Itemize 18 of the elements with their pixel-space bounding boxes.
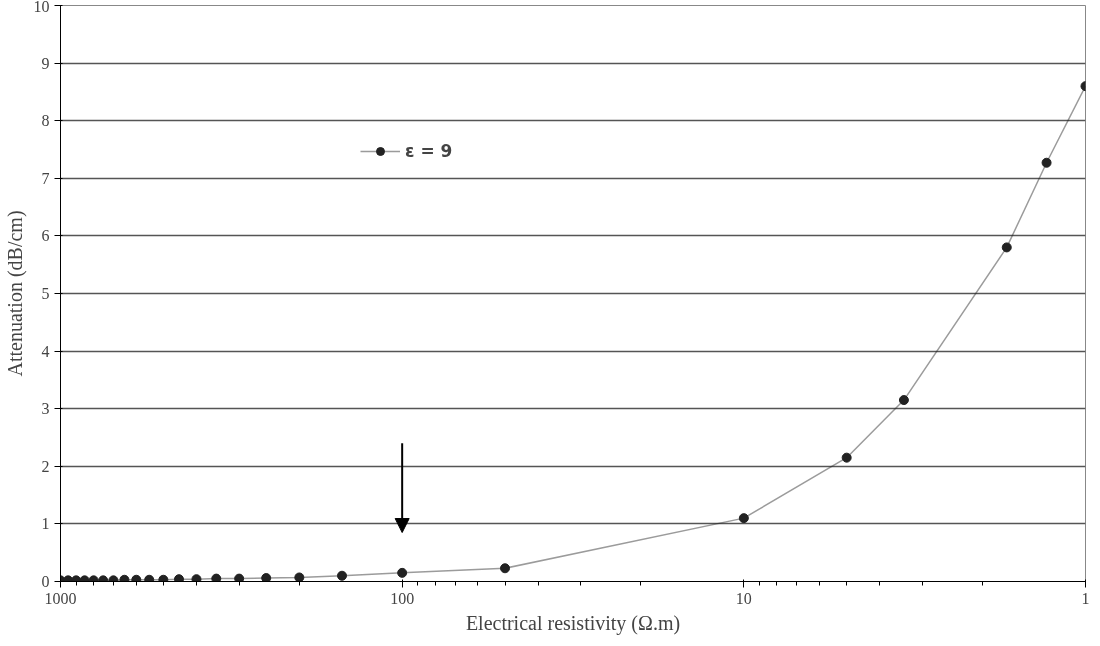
x-tick-label: 1000 [44, 589, 77, 607]
y-tick-label: 3 [41, 400, 50, 418]
y-tick-label: 2 [41, 457, 50, 475]
legend-label: ε = 9 [405, 141, 453, 161]
y-tick-label: 1 [41, 515, 50, 533]
y-tick-label: 7 [41, 169, 50, 187]
y-tick-label: 10 [33, 0, 50, 15]
x-tick-label: 100 [390, 589, 415, 607]
y-tick-label: 9 [41, 54, 50, 72]
y-tick-label: 5 [41, 285, 50, 302]
x-tick-label: 10 [735, 589, 752, 607]
x-tick-label: 1 [1081, 589, 1090, 607]
y-tick-label: 8 [41, 112, 50, 130]
x-axis-title: Electrical resistivity (Ω.m) [465, 611, 681, 635]
y-tick-label: 0 [41, 573, 50, 590]
y-tick-label: 6 [41, 227, 50, 245]
y-axis-title: Attenuation (dB/cm) [3, 210, 27, 377]
y-tick-label: 4 [41, 342, 50, 360]
